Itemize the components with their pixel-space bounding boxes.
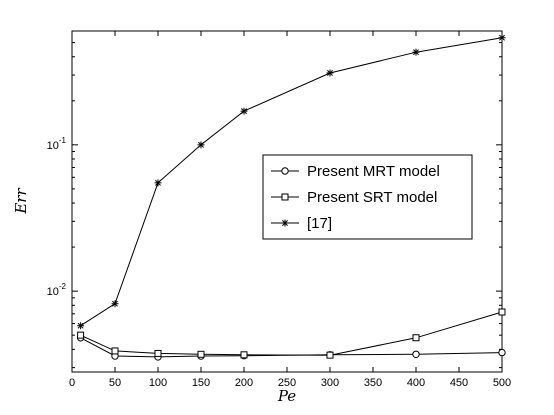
star-stroke [112,300,118,307]
star-stroke [77,322,84,329]
data-point-star [281,219,289,227]
y-tick-label: 10-1 [47,136,67,152]
data-point-square [154,349,162,357]
x-tick-label: 250 [278,377,296,389]
data-point-circle [412,350,420,358]
data-point-star [197,141,205,149]
data-point-square [498,308,506,316]
data-point-square [77,331,85,339]
data-point-star [154,179,162,187]
data-point-star [498,34,506,42]
data-point-square [281,193,289,201]
legend-label: [17] [307,215,332,232]
series-layer [76,34,506,361]
star-stroke [327,70,333,76]
legend: Present MRT model Present SRT model [17] [262,154,473,240]
y-tick-label: 10-2 [47,282,67,298]
x-tick-label: 300 [321,377,339,389]
series-star [77,34,506,330]
y-tick-exponent: -1 [59,136,67,145]
data-point-star [326,69,334,77]
y-axis-label: Err [12,188,30,215]
data-point-square [326,351,334,359]
data-point-circle [281,167,289,175]
data-point-star [412,48,420,56]
y-tick-base: 10 [47,140,59,152]
data-point-star [111,300,119,308]
data-point-square [111,347,119,355]
x-tick-label: 450 [450,377,468,389]
x-tick-label: 400 [407,377,425,389]
x-tick-label: 350 [364,377,382,389]
legend-label: Present SRT model [307,189,437,206]
data-point-square [197,350,205,358]
x-tick-label: 100 [149,377,167,389]
series-line [80,311,503,356]
star-stroke [282,220,288,226]
series-line [80,337,503,358]
data-point-square [240,351,248,359]
star-stroke [499,34,505,41]
legend-label: Present MRT model [307,163,440,180]
star-stroke [155,179,161,186]
series-line [80,37,503,327]
y-tick-exponent: -2 [59,282,67,291]
x-tick-label: 0 [69,377,75,389]
star-stroke [413,49,419,56]
x-tick-label: 200 [235,377,253,389]
y-tick-base: 10 [47,286,59,298]
data-point-square [412,334,420,342]
x-tick-label: 500 [493,377,511,389]
x-tick-label: 50 [109,377,121,389]
star-stroke [198,141,204,148]
x-tick-label: 150 [192,377,210,389]
data-point-star [240,107,248,115]
data-point-circle [498,348,506,357]
star-stroke [241,108,247,115]
data-point-star [77,322,85,330]
x-axis-label: Pe [277,387,296,405]
series-square [77,308,506,359]
